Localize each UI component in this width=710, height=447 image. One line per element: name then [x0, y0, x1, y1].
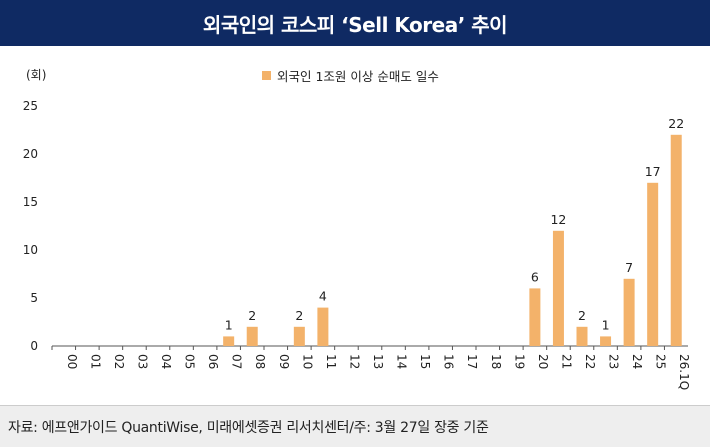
- data-label: 6: [531, 269, 539, 284]
- x-tick-label: 10: [300, 354, 314, 369]
- chart-legend: 외국인 1조원 이상 순매도 일수: [262, 66, 439, 85]
- y-tick-label: 10: [23, 243, 38, 257]
- x-tick-label: 07: [230, 354, 244, 369]
- x-tick-label: 02: [112, 354, 126, 369]
- y-tick-label: 15: [23, 195, 38, 209]
- x-tick-label: 21: [559, 354, 573, 369]
- x-tick-label: 20: [536, 354, 550, 369]
- x-tick-label: 05: [183, 354, 197, 369]
- bar: [576, 326, 588, 346]
- x-tick-label: 11: [324, 354, 338, 369]
- bar: [552, 230, 564, 346]
- bar: [529, 288, 541, 346]
- y-tick-label: 0: [30, 339, 38, 353]
- x-tick-label: 01: [88, 354, 102, 369]
- x-tick-label: 04: [159, 354, 173, 369]
- bar: [317, 307, 329, 346]
- x-tick-label: 12: [347, 354, 361, 369]
- data-label: 22: [668, 116, 684, 131]
- x-tick-label: 06: [206, 354, 220, 369]
- y-axis: 0 5 10 15 20 25: [23, 99, 38, 353]
- x-tick-label: 15: [418, 354, 432, 369]
- data-label: 4: [319, 289, 327, 304]
- bar: [600, 336, 612, 346]
- bar: [293, 326, 305, 346]
- data-label: 1: [602, 317, 610, 332]
- source-bar: 자료: 에프앤가이드 QuantiWise, 미래에셋증권 리서치센터/주: 3…: [0, 405, 710, 447]
- data-label: 2: [248, 308, 256, 323]
- data-label: 12: [550, 212, 566, 227]
- legend-label: 외국인 1조원 이상 순매도 일수: [277, 69, 439, 84]
- x-tick-label: 24: [630, 354, 644, 369]
- x-tick-label: 16: [442, 354, 456, 369]
- x-tick-label: 00: [65, 354, 79, 369]
- y-tick-label: 20: [23, 147, 38, 161]
- source-note: 자료: 에프앤가이드 QuantiWise, 미래에셋증권 리서치센터/주: 3…: [8, 419, 489, 436]
- x-tick-label: 09: [277, 354, 291, 369]
- bar: [647, 182, 659, 346]
- title-bar: 외국인의 코스피 ‘Sell Korea’ 추이: [0, 0, 710, 46]
- bar: [623, 278, 635, 346]
- data-label: 2: [578, 308, 586, 323]
- data-label: 7: [625, 260, 633, 275]
- x-tick-label: 19: [512, 354, 526, 369]
- x-tick-label: 18: [489, 354, 503, 369]
- y-tick-label: 25: [23, 99, 38, 113]
- x-axis: 00 01 02 03 04 05 06 07 08 09 10 11 12 13 14 15 16 17 18 19…: [51, 345, 691, 390]
- x-tick-label: 13: [371, 354, 385, 369]
- x-tick-label: 14: [395, 354, 409, 369]
- bar: [223, 336, 235, 346]
- x-tick-label: 26.1Q: [677, 354, 691, 390]
- x-tick-label: 23: [607, 354, 621, 369]
- data-label: 1: [225, 317, 233, 332]
- chart-title: 외국인의 코스피 ‘Sell Korea’ 추이: [202, 12, 508, 37]
- x-tick-label: 25: [654, 354, 668, 369]
- bar: [246, 326, 258, 346]
- data-label: 17: [645, 164, 661, 179]
- bar: [670, 134, 682, 346]
- legend-swatch: [262, 71, 271, 80]
- y-tick-label: 5: [30, 291, 38, 305]
- x-tick-label: 22: [583, 354, 597, 369]
- data-label: 2: [295, 308, 303, 323]
- x-tick-label: 08: [253, 354, 267, 369]
- x-tick-label: 03: [135, 354, 149, 369]
- y-axis-unit-label: (회): [26, 68, 47, 82]
- x-tick-label: 17: [465, 354, 479, 369]
